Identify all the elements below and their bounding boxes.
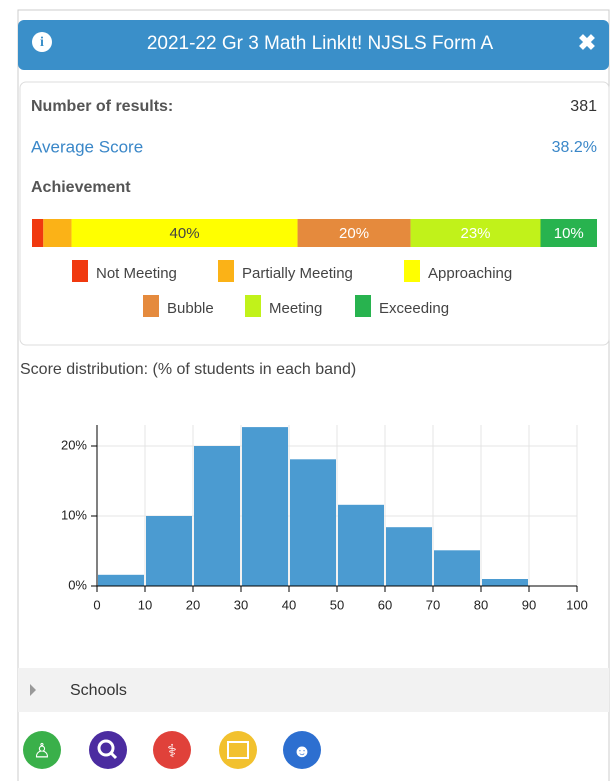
grid-icon[interactable] bbox=[219, 731, 257, 769]
schools-row[interactable] bbox=[18, 668, 609, 712]
histogram-bar bbox=[290, 459, 336, 586]
legend-label: Meeting bbox=[269, 300, 322, 317]
legend-label: Not Meeting bbox=[96, 265, 177, 282]
x-tick-label: 60 bbox=[378, 597, 392, 612]
legend-label: Partially Meeting bbox=[242, 265, 353, 282]
icon-glyph bbox=[97, 739, 115, 757]
header-bar bbox=[18, 20, 609, 70]
summary-box bbox=[19, 81, 610, 346]
x-tick-label: 0 bbox=[93, 597, 100, 612]
segment-label: 20% bbox=[339, 225, 369, 242]
x-tick-label: 80 bbox=[474, 597, 488, 612]
info-glyph: i bbox=[40, 35, 44, 50]
achievement-segment bbox=[71, 219, 298, 247]
x-tick-label: 40 bbox=[282, 597, 296, 612]
y-tick-label: 10% bbox=[61, 507, 87, 522]
achievement-segment bbox=[540, 219, 597, 247]
legend-swatch bbox=[72, 260, 88, 282]
icon-glyph: ⚕ bbox=[167, 741, 177, 761]
x-tick-label: 30 bbox=[234, 597, 248, 612]
schools-label: Schools bbox=[70, 682, 127, 699]
health-icon[interactable] bbox=[153, 731, 191, 769]
segment-label: 40% bbox=[170, 225, 200, 242]
achievement-segment bbox=[410, 219, 541, 247]
histogram-bar bbox=[146, 516, 192, 586]
histogram-bar bbox=[434, 550, 480, 586]
search-icon[interactable] bbox=[89, 731, 127, 769]
achievement-segment bbox=[32, 219, 44, 247]
achievement-label: Achievement bbox=[31, 179, 131, 196]
histogram-bar bbox=[194, 446, 240, 586]
segment-label: 10% bbox=[554, 225, 584, 242]
legend-swatch bbox=[143, 295, 159, 317]
legend-swatch bbox=[218, 260, 234, 282]
info-icon[interactable] bbox=[32, 32, 52, 52]
icon-glyph: ☻ bbox=[293, 741, 312, 761]
icon-glyph bbox=[227, 741, 249, 759]
histogram: 0 10 20 30 40 50 60 70 80 90 100 0% 10% 20% bbox=[61, 425, 588, 612]
icon-glyph: ♙ bbox=[33, 740, 51, 762]
legend-swatch bbox=[404, 260, 420, 282]
x-tick-label: 50 bbox=[330, 597, 344, 612]
header-title: 2021-22 Gr 3 Math LinkIt! NJSLS Form A bbox=[147, 33, 494, 54]
tool-icon[interactable] bbox=[23, 731, 61, 769]
histogram-bar bbox=[242, 427, 288, 586]
group-icon[interactable] bbox=[283, 731, 321, 769]
achievement-segment bbox=[297, 219, 411, 247]
legend-swatch bbox=[245, 295, 261, 317]
x-tick-label: 90 bbox=[522, 597, 536, 612]
close-button[interactable]: ✖ bbox=[578, 30, 596, 55]
expand-arrow bbox=[30, 684, 36, 696]
chart-title: Score distribution: (% of students in ea… bbox=[20, 361, 356, 378]
histogram-bar bbox=[338, 504, 384, 586]
histogram-bar bbox=[98, 574, 144, 586]
x-tick-label: 20 bbox=[186, 597, 200, 612]
results-value: 381 bbox=[570, 98, 597, 115]
segment-label: 23% bbox=[461, 225, 491, 242]
average-label: Average Score bbox=[31, 137, 143, 156]
legend-swatch bbox=[355, 295, 371, 317]
icon-glyph bbox=[109, 751, 118, 760]
y-tick-label: 20% bbox=[61, 437, 87, 452]
y-tick-label: 0% bbox=[68, 577, 87, 592]
results-label: Number of results: bbox=[31, 98, 173, 115]
legend-label: Approaching bbox=[428, 265, 512, 282]
legend-label: Bubble bbox=[167, 300, 214, 317]
x-tick-label: 10 bbox=[138, 597, 152, 612]
average-value: 38.2% bbox=[552, 139, 597, 156]
achievement-segment bbox=[43, 219, 72, 247]
histogram-bar bbox=[386, 527, 432, 586]
achievement-bar: 40% 20% 23% 10% Not Meeting Partially Meeting… bbox=[32, 219, 597, 317]
x-tick-label: 100 bbox=[566, 597, 588, 612]
histogram-bar bbox=[482, 579, 528, 586]
x-tick-label: 70 bbox=[426, 597, 440, 612]
legend-label: Exceeding bbox=[379, 300, 449, 317]
